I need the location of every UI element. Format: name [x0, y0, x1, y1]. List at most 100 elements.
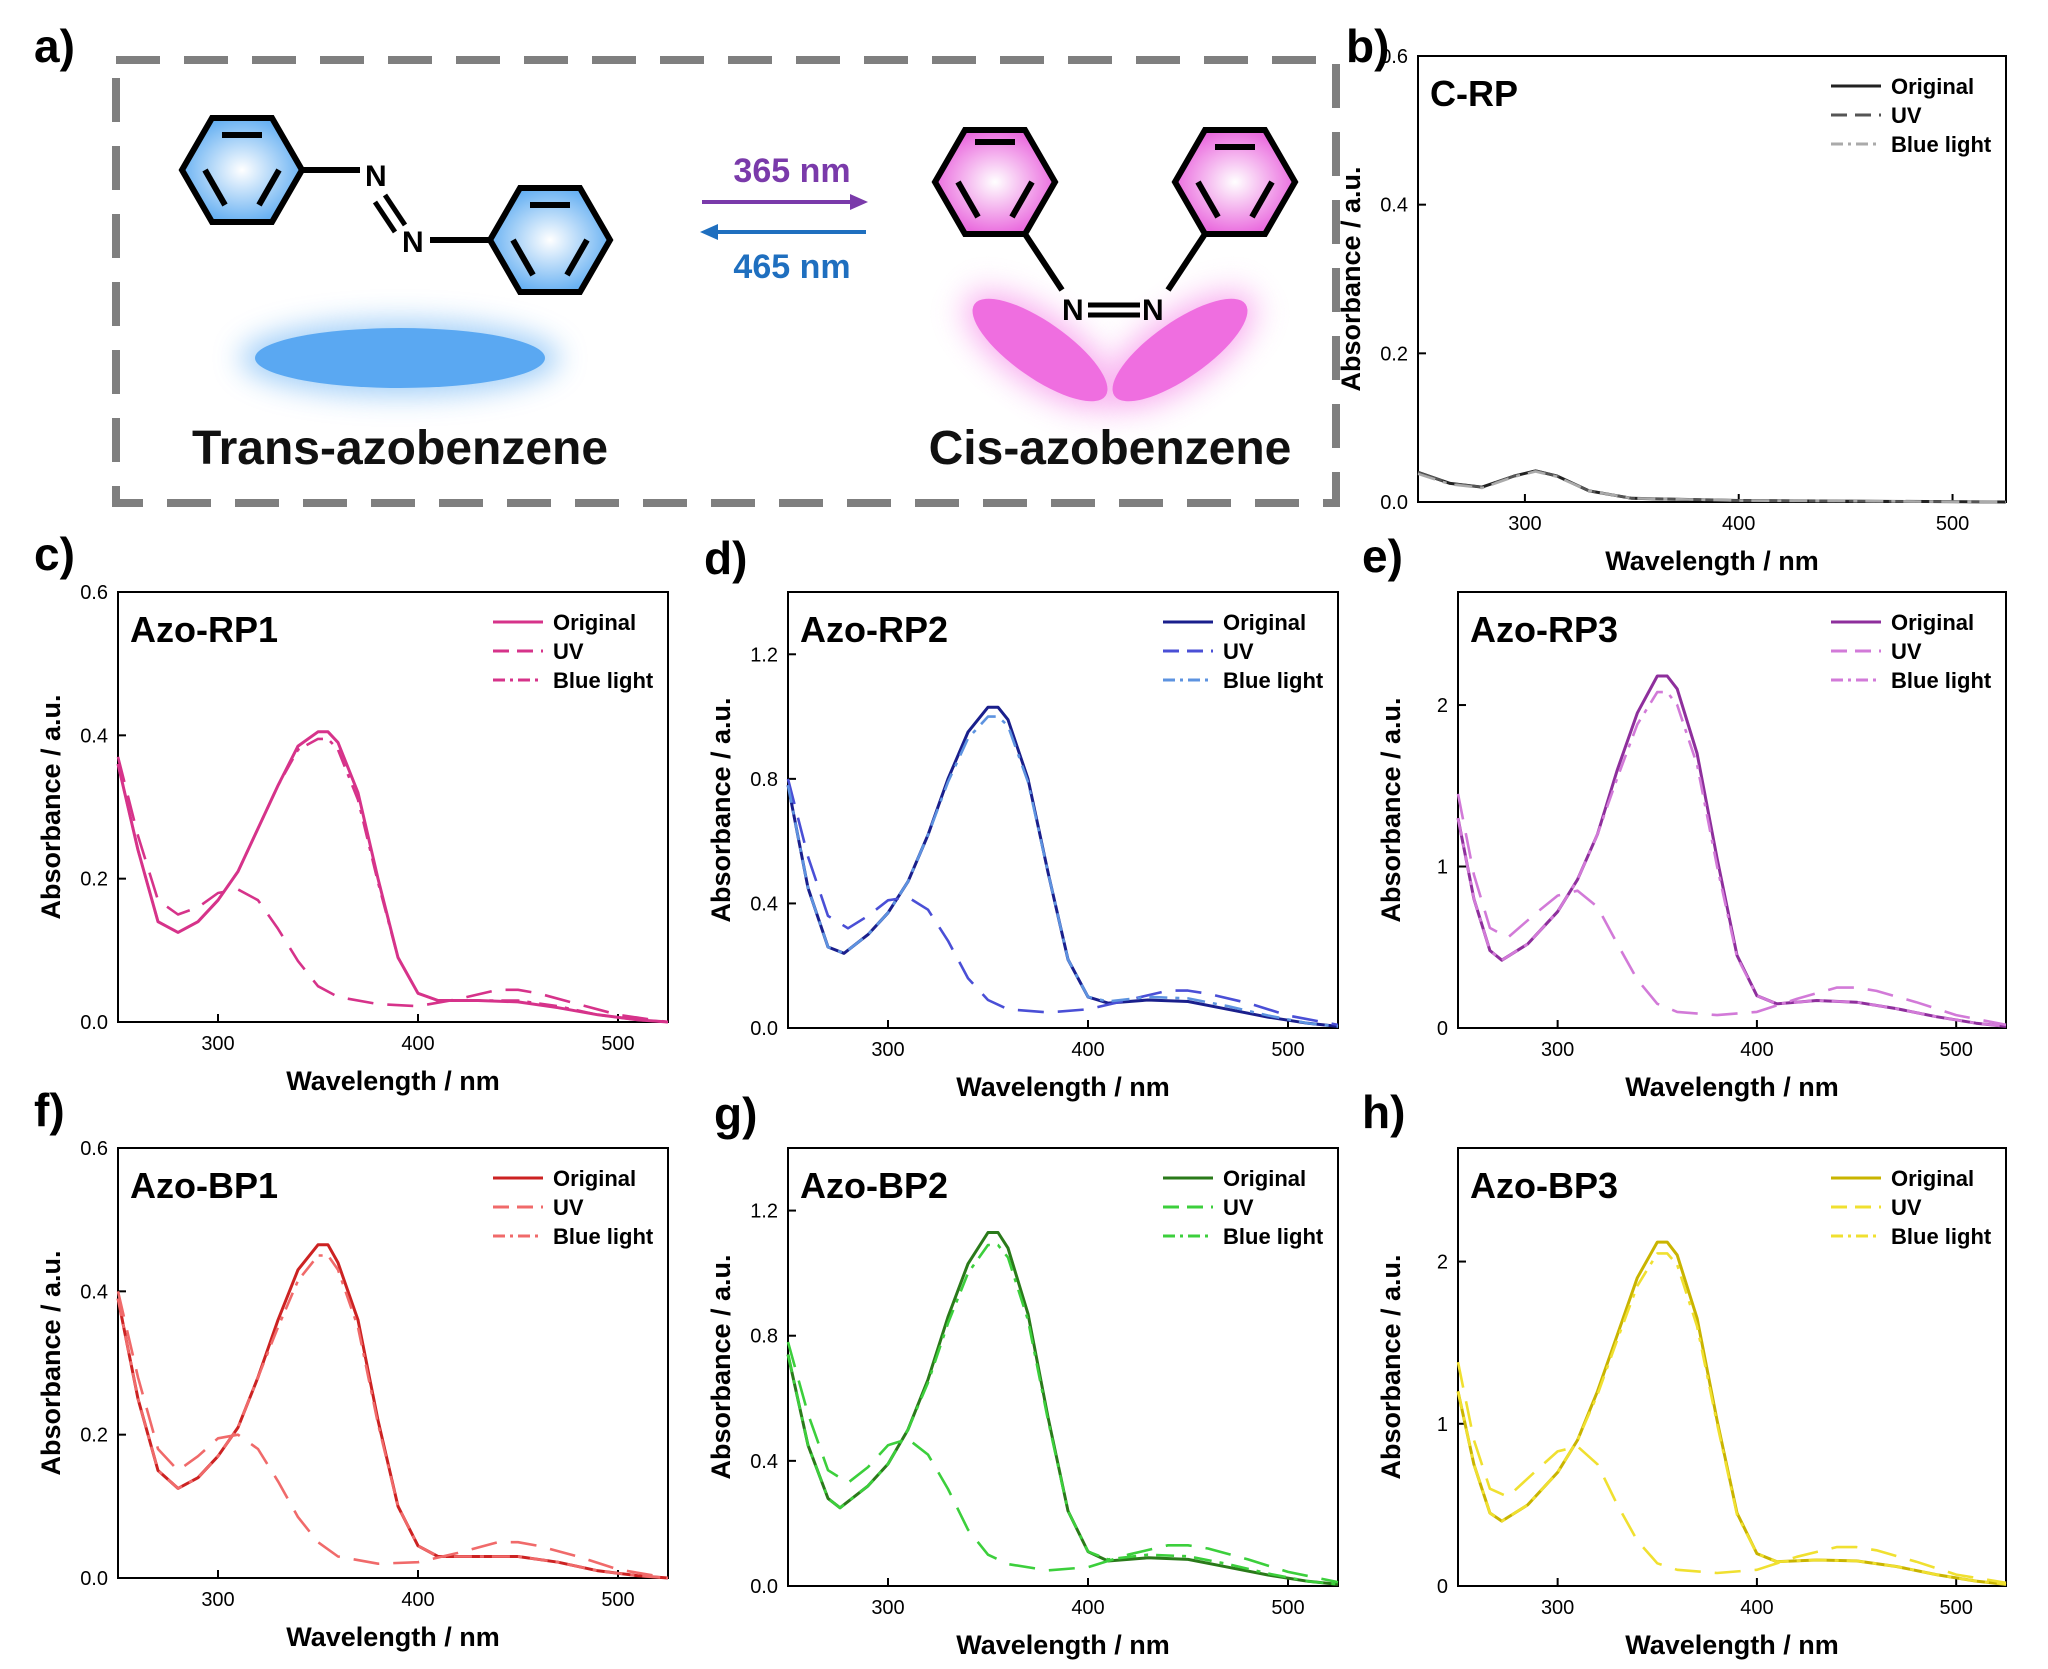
scheme-frame [112, 56, 1340, 507]
series-line-blue-light [1417, 470, 2007, 504]
series-line-uv [1417, 469, 2007, 504]
legend-label: Original [1891, 610, 1974, 635]
y-axis-label: Absorbance / a.u. [706, 1254, 736, 1479]
y-axis-label: Absorbance / a.u. [36, 694, 66, 919]
trans-shadow-ellipse [255, 328, 545, 388]
legend-label: UV [1223, 639, 1254, 664]
legend-label: Blue light [1891, 668, 1992, 693]
legend-label: UV [1223, 1195, 1254, 1220]
legend-label: Blue light [1891, 1224, 1992, 1249]
legend-label: Original [1223, 610, 1306, 635]
x-tick-label: 400 [401, 1589, 434, 1611]
atom-n4: N [1142, 294, 1164, 327]
trans-azobenzene-structure: N N [178, 115, 614, 396]
x-tick-label: 300 [201, 1589, 234, 1611]
y-tick-label: 0.0 [80, 1012, 108, 1034]
y-tick-label: 0.6 [1380, 46, 1408, 68]
x-tick-label: 300 [1541, 1039, 1574, 1061]
panel-title: Azo-RP3 [1470, 609, 1618, 650]
x-axis-label: Wavelength / nm [956, 1072, 1170, 1102]
atom-n1: N [365, 160, 387, 193]
y-tick-label: 0.0 [80, 1568, 108, 1590]
x-tick-label: 400 [1071, 1039, 1104, 1061]
x-axis-label: Wavelength / nm [1625, 1630, 1839, 1660]
y-tick-label: 0.2 [1380, 343, 1408, 365]
legend-label: Original [1223, 1166, 1306, 1191]
series-line-original [786, 1231, 1339, 1586]
series-line-uv [116, 756, 669, 1024]
y-tick-label: 0.0 [750, 1018, 778, 1040]
series-line-original [1456, 1240, 2007, 1586]
x-tick-label: 500 [1271, 1039, 1304, 1061]
y-tick-label: 1.2 [750, 1201, 778, 1223]
y-tick-label: 0.4 [750, 1451, 778, 1473]
y-tick-label: 0.8 [750, 769, 778, 791]
legend-label: Original [553, 1166, 636, 1191]
forward-arrowhead [850, 194, 868, 210]
y-tick-label: 0 [1437, 1018, 1448, 1040]
plot-frame [787, 591, 1339, 1029]
spectra-panels: b) 300 400 500 0.0 0.2 0.4 0.6 Wavelength / nm Ab… [34, 20, 2007, 1660]
photoswitch-arrows: 365 nm 465 nm [700, 152, 868, 286]
series-line-blue-light [1456, 1252, 2007, 1586]
series-line-blue-light [1456, 690, 2007, 1028]
atom-n3: N [1062, 294, 1084, 327]
trans-ring-right [486, 185, 614, 295]
series-line-uv [786, 1341, 1339, 1584]
x-tick-label: 300 [1508, 513, 1541, 535]
series-line-original [1417, 469, 2007, 504]
legend-label: UV [553, 1195, 584, 1220]
panel-label: g) [714, 1088, 757, 1140]
cis-ring-left [931, 127, 1059, 237]
x-tick-label: 500 [601, 1033, 634, 1055]
plot-frame [117, 591, 669, 1023]
scheme-panel: a) N N Trans-azobenzene 365 nm [34, 20, 1340, 507]
y-tick-label: 0.2 [80, 1425, 108, 1447]
trans-azobenzene-label: Trans-azobenzene [192, 422, 608, 475]
y-tick-label: 0.4 [80, 1281, 108, 1303]
x-tick-label: 300 [871, 1039, 904, 1061]
reverse-arrowhead [700, 224, 718, 240]
y-tick-label: 2 [1437, 695, 1448, 717]
x-tick-label: 300 [201, 1033, 234, 1055]
cis-lobe-left [972, 298, 1108, 402]
series-line-original [786, 705, 1339, 1028]
y-tick-label: 0.6 [80, 582, 108, 604]
panel-label: h) [1362, 1086, 1405, 1138]
bond [955, 180, 981, 219]
series-line-blue-light [116, 737, 669, 1024]
cis-azobenzene-label: Cis-azobenzene [929, 422, 1292, 475]
legend-label: UV [1891, 103, 1922, 128]
legend-label: Blue light [553, 1224, 654, 1249]
bond [1249, 180, 1275, 219]
y-tick-label: 0.4 [80, 725, 108, 747]
y-tick-label: 0.6 [80, 1138, 108, 1160]
panel-title: C-RP [1430, 73, 1518, 114]
legend-label: Blue light [1223, 1224, 1324, 1249]
y-tick-label: 0 [1437, 1576, 1448, 1598]
legend-label: UV [1891, 639, 1922, 664]
x-tick-label: 300 [871, 1597, 904, 1619]
legend-label: Original [553, 610, 636, 635]
legend-label: UV [553, 639, 584, 664]
bond [372, 200, 398, 234]
y-axis-label: Absorbance / a.u. [706, 697, 736, 922]
plot-frame [117, 1147, 669, 1579]
cis-azobenzene-structure: N N [931, 127, 1299, 408]
x-axis-label: Wavelength / nm [1605, 546, 1819, 576]
x-axis-label: Wavelength / nm [956, 1630, 1170, 1660]
forward-wavelength-label: 365 nm [733, 152, 850, 190]
spectrum-panel-g: g) 300 400 500 0.0 0.4 0.8 1.2 Wavelength / nm Ab… [706, 1088, 1339, 1660]
x-tick-label: 500 [1939, 1597, 1972, 1619]
cis-lobe-right [1112, 298, 1248, 402]
series-line-uv [786, 778, 1339, 1027]
panel-title: Azo-BP3 [1470, 1165, 1618, 1206]
panel-title: Azo-RP2 [800, 609, 948, 650]
x-tick-label: 500 [1939, 1039, 1972, 1061]
x-tick-label: 400 [1740, 1597, 1773, 1619]
spectrum-panel-d: d) 300 400 500 0.0 0.4 0.8 1.2 Wavelength / nm Ab… [704, 532, 1339, 1102]
spectrum-panel-b: b) 300 400 500 0.0 0.2 0.4 0.6 Wavelength / nm Ab… [1336, 20, 2007, 576]
x-tick-label: 400 [1071, 1597, 1104, 1619]
y-tick-label: 0.2 [80, 869, 108, 891]
series-line-uv [1456, 1361, 2007, 1585]
